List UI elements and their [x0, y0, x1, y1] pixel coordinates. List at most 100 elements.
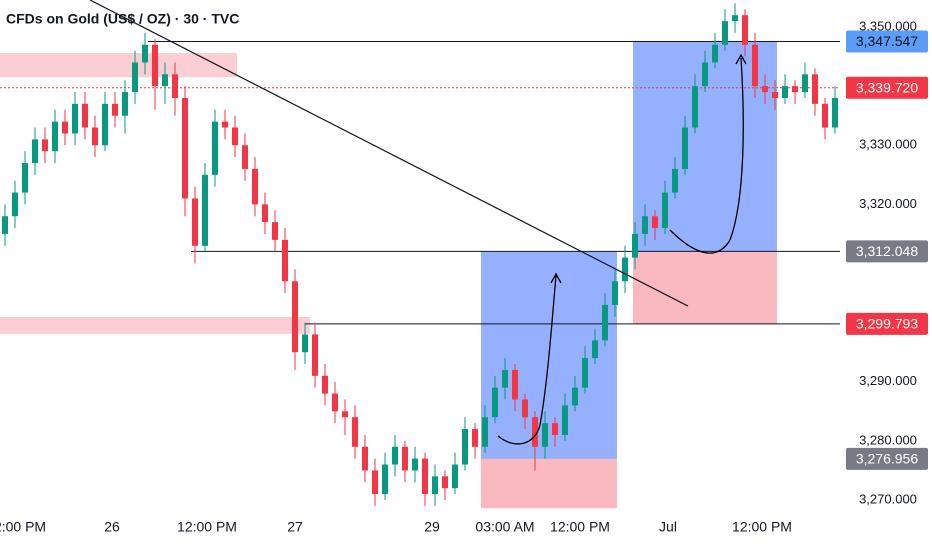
candle-body [332, 393, 338, 412]
curve-arrow [539, 272, 562, 426]
candle-body [622, 257, 628, 282]
candle-body [172, 74, 178, 98]
candle-body [522, 399, 528, 418]
time-axis [0, 512, 932, 550]
candle-body [582, 358, 588, 388]
candle-body [382, 464, 388, 495]
curve-arrow [497, 424, 541, 445]
candle-body [212, 121, 218, 175]
candle-body [112, 103, 118, 116]
candle-body [102, 103, 108, 146]
y-tick-label: 3,270.000 [859, 491, 917, 506]
price-tag [846, 76, 928, 99]
candle-body [682, 127, 688, 169]
candle-body [482, 417, 488, 447]
x-tick-label: 03:00 AM [475, 519, 534, 535]
price-tag-label: 3,347.547 [856, 33, 918, 49]
x-tick-label: 12:00 PM [550, 519, 610, 535]
candle-body [732, 15, 738, 22]
candle-body [552, 423, 558, 435]
price-tag [846, 312, 928, 335]
y-tick-label: 3,350.000 [859, 18, 917, 33]
candle-body [662, 192, 668, 229]
y-tick-label: 3,330.000 [859, 137, 917, 152]
candle-body [462, 429, 468, 465]
candle-body [772, 92, 778, 98]
candle-body [712, 44, 718, 63]
candle-body [392, 446, 398, 465]
x-tick-label: 12:00 PM [177, 519, 237, 535]
x-tick-label: 27 [287, 519, 303, 535]
x-tick-label: Jul [659, 519, 677, 535]
price-tag-label: 3,299.793 [856, 316, 918, 332]
candle-body [192, 198, 198, 246]
candle-body [142, 44, 148, 63]
y-tick-label: 3,320.000 [859, 196, 917, 211]
candle-body [832, 97, 838, 128]
x-tick-label: 26 [104, 519, 120, 535]
candle-body [702, 62, 708, 87]
candle-body [92, 127, 98, 146]
price-tag [846, 30, 928, 53]
candle-body [222, 121, 228, 128]
y-tick-label: 3,280.000 [859, 432, 917, 447]
candle-body [562, 405, 568, 435]
candle-body [312, 334, 318, 376]
candle-body [432, 476, 438, 495]
zone [0, 317, 310, 334]
candle-body [322, 375, 328, 394]
candle-body [252, 168, 258, 205]
candle-body [132, 62, 138, 93]
candle-body [282, 239, 288, 282]
axes: 3,350.000 3,330.000 3,320.000 3,290.000 3,28… [0, 18, 928, 535]
candle-body [32, 139, 38, 164]
candle-body [202, 174, 208, 246]
plot-area [0, 0, 840, 509]
candle-body [12, 192, 18, 217]
candle-body [292, 281, 298, 353]
candle-body [52, 121, 58, 152]
zone [0, 53, 237, 78]
candle-body [802, 74, 808, 93]
candle-body [752, 44, 758, 87]
candle-body [502, 369, 508, 388]
candle-body [402, 446, 408, 471]
candle-body [742, 15, 748, 45]
candle-body [542, 423, 548, 447]
candle-body [642, 216, 648, 234]
candle-body [762, 86, 768, 93]
candle-body [2, 216, 8, 234]
candle-body [262, 204, 268, 223]
candle-body [352, 417, 358, 447]
price-tag-label: 3,339.720 [856, 79, 918, 95]
candle-body [72, 103, 78, 134]
price-tag-label: 3,276.956 [856, 451, 918, 467]
candle-body [342, 411, 348, 418]
x-tick-label: 2:00 PM [0, 519, 46, 535]
candle-body [632, 233, 638, 258]
candle-body [592, 340, 598, 359]
price-tag [846, 240, 928, 263]
price-tag [846, 447, 928, 470]
candle-body [272, 222, 278, 240]
position-stop [633, 251, 777, 324]
candle-body [652, 216, 658, 229]
candle-body [722, 21, 728, 45]
candle-body [472, 429, 478, 447]
candle-body [302, 334, 308, 353]
candle-body [692, 86, 698, 128]
candle-body [162, 74, 168, 87]
candle-body [82, 103, 88, 128]
candle-body [182, 97, 188, 199]
candle-body [242, 145, 248, 169]
candle-body [612, 281, 618, 305]
chart-title: CFDs on Gold (US$ / OZ) · 30 · TVC [6, 11, 239, 27]
candle-body [782, 86, 788, 98]
candle-body [22, 163, 28, 193]
x-tick-label: 12:00 PM [732, 519, 792, 535]
candle-body [452, 464, 458, 489]
candle-body [232, 127, 238, 146]
candle-body [442, 476, 448, 489]
